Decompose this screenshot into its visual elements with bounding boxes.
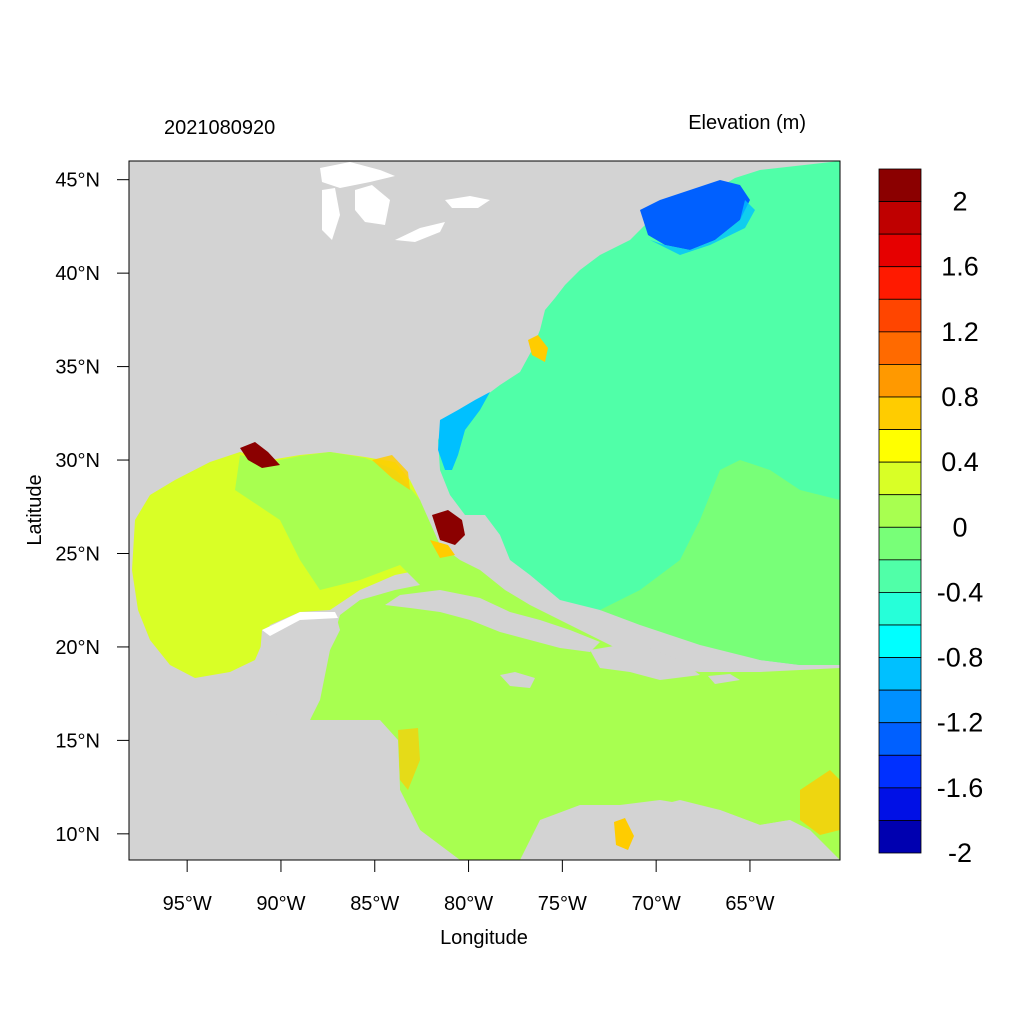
yucatan-coast-lake <box>262 612 338 636</box>
colorbar-label: 0.4 <box>941 447 979 477</box>
jamaica-island <box>500 672 535 688</box>
lon-tick-label: 90°W <box>256 893 305 915</box>
colorbar-swatch <box>878 722 922 756</box>
colorbar-label: 2 <box>952 187 967 217</box>
colorbar-swatch <box>878 592 922 626</box>
lesser-antilles-surge <box>800 770 840 835</box>
lat-tick-label: 35°N <box>55 357 100 379</box>
lat-tick-label: 10°N <box>55 824 100 846</box>
guajira-surge <box>614 818 634 850</box>
lat-tick-label: 30°N <box>55 450 100 472</box>
colorbar-label: -0.4 <box>937 577 984 607</box>
colorbar-swatch <box>878 657 922 691</box>
colorbar-swatch <box>878 396 922 430</box>
colorbar-swatch <box>878 331 922 365</box>
colorbar-label: 0 <box>952 512 967 542</box>
lon-tick-label: 80°W <box>444 893 493 915</box>
colorbar-swatch <box>878 820 922 854</box>
colorbar-swatch <box>878 689 922 724</box>
colorbar-swatch <box>878 787 922 821</box>
southeast-shelf-anomaly <box>438 392 490 470</box>
colorbar-swatch <box>878 168 922 202</box>
lake-erie <box>395 222 445 242</box>
central-america-land <box>129 700 450 860</box>
colorbar-label: -1.6 <box>937 773 984 803</box>
map-date-title: 2021080920 <box>164 117 275 139</box>
lat-tick-label: 15°N <box>55 730 100 752</box>
map-plot-area <box>128 160 841 861</box>
florida-surge-mid <box>430 540 455 558</box>
colorbar-label: 1.6 <box>941 252 979 282</box>
lake-michigan <box>322 188 340 240</box>
lat-tick-label: 20°N <box>55 637 100 659</box>
cuba-island <box>385 590 600 652</box>
caribbean-sea <box>235 452 840 860</box>
atlantic-east-region <box>600 460 840 665</box>
colorbar-swatch <box>878 298 922 333</box>
colorbar-label: -1.2 <box>937 708 984 738</box>
map-variable-title: Elevation (m) <box>688 112 806 134</box>
gulf-of-maine-anomaly <box>640 180 750 250</box>
big-bend-surge <box>372 455 410 490</box>
colorbar-label: 0.8 <box>941 382 979 412</box>
lon-tick-label: 75°W <box>538 893 587 915</box>
elevation-colorbar: 2 1.6 1.2 0.8 0.4 0 -0.4 -0.8 -1.2 -1.6 -2 <box>878 168 984 868</box>
puerto-rico-island <box>708 674 740 684</box>
lat-tick-label: 40°N <box>55 263 100 285</box>
central-america-surge <box>398 728 420 790</box>
chesapeake-surge <box>528 335 548 362</box>
colorbar-swatch <box>878 494 922 528</box>
y-axis-title: Latitude <box>24 474 46 545</box>
hispaniola-island <box>590 645 700 680</box>
colorbar-swatch <box>878 429 922 463</box>
yucatan-peninsula <box>258 612 340 722</box>
gulf-of-maine-shelf <box>650 200 755 255</box>
colorbar-swatch <box>878 233 922 268</box>
colorbar-swatch <box>878 624 922 658</box>
lon-tick-label: 95°W <box>163 893 212 915</box>
colorbar-label: 1.2 <box>941 317 979 347</box>
latitude-axis: 45°N 40°N 35°N 30°N 25°N 20°N 15°N 10°N <box>55 170 129 846</box>
lake-huron <box>355 185 390 225</box>
colorbar-swatch <box>878 201 922 235</box>
colorbar-swatch <box>878 266 922 300</box>
south-america-land <box>520 800 840 860</box>
colorbar-swatch <box>878 754 922 789</box>
colorbar-label: -2 <box>948 838 972 868</box>
lake-superior <box>320 162 395 188</box>
florida-surge-high <box>432 510 465 545</box>
colorbar-swatch <box>878 526 922 561</box>
longitude-axis: 95°W 90°W 85°W 80°W 75°W 70°W 65°W <box>163 860 775 915</box>
lat-tick-label: 45°N <box>55 170 100 192</box>
lon-tick-label: 70°W <box>632 893 681 915</box>
colorbar-swatch <box>878 364 922 398</box>
map-frame <box>128 160 841 861</box>
louisiana-surge <box>240 442 280 468</box>
lon-tick-label: 65°W <box>725 893 774 915</box>
lat-tick-label: 25°N <box>55 543 100 565</box>
lake-ontario <box>445 196 490 208</box>
lon-tick-label: 85°W <box>350 893 399 915</box>
colorbar-swatch <box>878 559 922 593</box>
colorbar-swatch <box>878 461 922 496</box>
x-axis-title: Longitude <box>440 927 528 949</box>
colorbar-label: -0.8 <box>937 643 984 673</box>
